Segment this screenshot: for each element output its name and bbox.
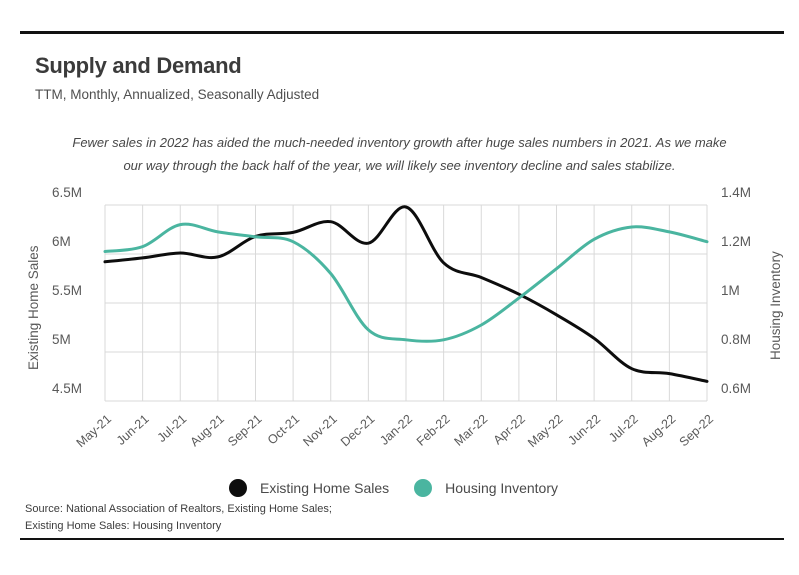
left-axis-tick-label: 4.5M <box>52 381 82 396</box>
line-chart: 6.5M 6M 5.5M 5M 4.5M 1.4M 1.2M 1M 0.8M 0.6M May-… <box>26 185 783 450</box>
right-axis-title: Housing Inventory <box>768 251 783 360</box>
source-line-2: Existing Home Sales: Housing Inventory <box>25 519 222 532</box>
x-axis-tick-label: Jun-21 <box>114 412 152 448</box>
chart-legend: Existing Home Sales Housing Inventory <box>0 479 799 497</box>
x-axis-tick-label: Mar-22 <box>451 412 490 449</box>
right-axis-tick-label: 1M <box>721 283 740 298</box>
x-axis-tick-label: Nov-21 <box>300 412 339 449</box>
page-subtitle: TTM, Monthly, Annualized, Seasonally Adj… <box>35 87 320 102</box>
series-lines <box>103 205 709 383</box>
left-axis-tick-label: 5M <box>52 332 71 347</box>
left-axis-tick-label: 6.5M <box>52 185 82 200</box>
series-line-housing-inventory <box>103 222 709 343</box>
chart-gridlines <box>104 204 708 402</box>
bottom-rule <box>20 538 784 540</box>
x-axis-tick-label: Jan-22 <box>377 412 415 448</box>
x-axis-tick-label: Oct-21 <box>265 412 302 448</box>
x-axis-tick-label: Aug-21 <box>188 412 227 449</box>
legend-label-existing-home-sales: Existing Home Sales <box>259 480 390 496</box>
x-axis-tick-label: Feb-22 <box>414 412 453 449</box>
right-axis-tick-label: 1.2M <box>721 234 751 249</box>
right-axis-tick-labels: 1.4M 1.2M 1M 0.8M 0.6M <box>721 185 751 396</box>
annotation-line-1: Fewer sales in 2022 has aided the much-n… <box>72 135 727 150</box>
source-line-1: Source: National Association of Realtors… <box>25 503 332 515</box>
right-axis-tick-label: 0.6M <box>721 381 751 396</box>
x-axis-tick-label: Jun-22 <box>565 412 603 448</box>
x-axis-tick-label: Apr-22 <box>491 412 528 448</box>
chart-annotation: Fewer sales in 2022 has aided the much-n… <box>40 131 759 177</box>
legend-dot-housing-inventory <box>414 479 433 497</box>
left-axis-tick-labels: 6.5M 6M 5.5M 5M 4.5M <box>52 185 82 396</box>
left-axis-title: Existing Home Sales <box>26 245 41 370</box>
right-axis-tick-label: 0.8M <box>721 332 751 347</box>
x-axis-tick-label: Sep-22 <box>677 412 716 449</box>
left-axis-tick-label: 6M <box>52 234 71 249</box>
right-axis-tick-label: 1.4M <box>721 185 751 200</box>
legend-label-housing-inventory: Housing Inventory <box>445 480 558 496</box>
page-title: Supply and Demand <box>35 53 242 78</box>
top-rule <box>20 31 784 34</box>
x-axis-tick-label: May-22 <box>525 412 565 450</box>
series-line-existing-home-sales <box>103 205 709 383</box>
x-axis-tick-label: Sep-21 <box>225 412 264 449</box>
legend-dot-existing-home-sales <box>228 479 247 497</box>
left-axis-tick-label: 5.5M <box>52 283 82 298</box>
x-axis-tick-label: Dec-21 <box>338 412 377 449</box>
source-note: Source: National Association of Realtors… <box>25 501 332 534</box>
annotation-line-2: our way through the back half of the yea… <box>123 158 676 173</box>
x-axis-tick-label: Jul-21 <box>155 412 190 445</box>
x-axis-tick-label: May-21 <box>74 412 114 450</box>
x-axis-tick-label: Aug-22 <box>639 412 678 449</box>
chart-area: 6.5M 6M 5.5M 5M 4.5M 1.4M 1.2M 1M 0.8M 0.6M May-… <box>0 178 799 478</box>
x-axis-tick-label: Jul-22 <box>606 412 641 445</box>
